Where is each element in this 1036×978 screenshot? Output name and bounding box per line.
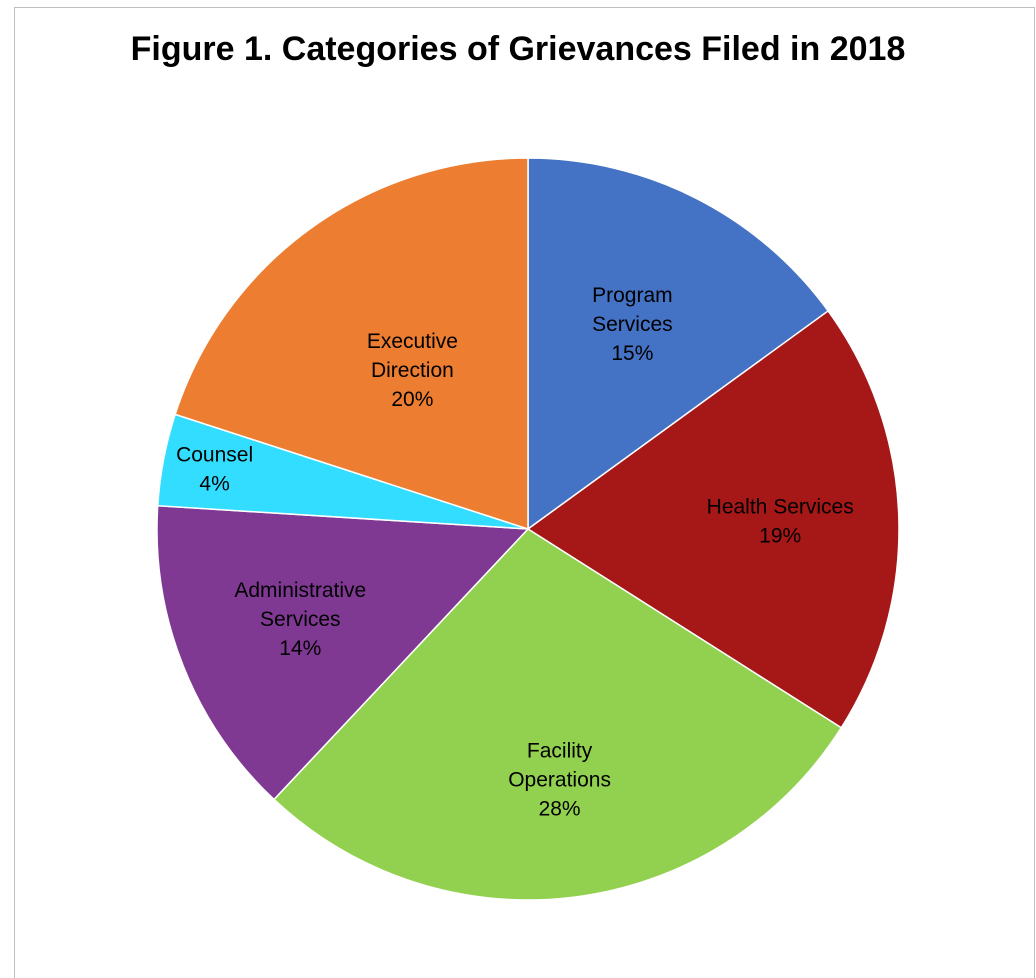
slice-category-label: Program <box>592 284 673 307</box>
slice-category-label: Executive <box>367 330 458 353</box>
slice-category-label: Administrative <box>234 579 366 602</box>
pie-slices <box>156 157 900 901</box>
pie-slice-program-services <box>527 157 830 531</box>
slice-label-administrative-services: Administrative Services 14% <box>234 579 366 660</box>
chart-title: Figure 1. Categories of Grievances Filed… <box>130 30 906 68</box>
slice-percent-label: 20% <box>391 388 433 411</box>
slice-label-counsel: Counsel 4% <box>176 444 253 496</box>
slice-percent-label: 28% <box>539 797 581 820</box>
slice-category-label: Health Services <box>707 496 854 519</box>
slice-category-label: Facility <box>527 739 593 762</box>
pie-slice-executive-direction <box>174 157 529 531</box>
pie-slice-facility-operations <box>272 528 843 901</box>
slice-label-facility-operations: Facility Operations 28% <box>508 739 611 820</box>
slice-category-label: Services <box>260 608 341 631</box>
slice-category-label: Counsel <box>176 444 253 467</box>
pie-slice-health-services <box>526 309 900 729</box>
pie-slice-administrative-services <box>156 504 530 801</box>
slice-percent-label: 15% <box>611 342 653 365</box>
pie-labels: Program Services 15% Health Services 19% Faci… <box>176 284 854 820</box>
slice-label-program-services: Program Services 15% <box>592 284 673 365</box>
slice-percent-label: 19% <box>759 525 801 548</box>
slice-label-executive-direction: Executive Direction 20% <box>367 330 458 411</box>
slice-category-label: Services <box>592 313 673 336</box>
slice-percent-label: 4% <box>199 473 229 496</box>
slice-label-health-services: Health Services 19% <box>707 496 854 548</box>
slice-category-label: Direction <box>371 359 454 382</box>
slice-category-label: Operations <box>508 768 611 791</box>
slice-percent-label: 14% <box>279 637 321 660</box>
